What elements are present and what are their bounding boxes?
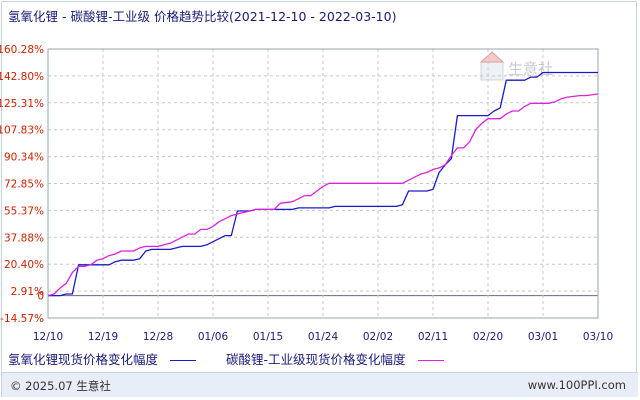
y-tick-label: 0 xyxy=(37,291,44,303)
x-tick-label: 12/10 xyxy=(33,331,63,343)
footer-copyright: © 2025.07 生意社 xyxy=(10,379,111,393)
chart-title: 氢氧化锂 - 碳酸锂-工业级 价格趋势比较(2021-12-10 - 2022-… xyxy=(8,9,397,24)
y-tick-label: 90.34% xyxy=(4,152,44,164)
x-tick-label: 02/02 xyxy=(363,331,393,343)
x-tick-label: 02/20 xyxy=(473,331,503,343)
y-tick-label: 2.91% xyxy=(11,286,44,298)
watermark-text: 生意社 xyxy=(508,60,553,78)
series-line-2 xyxy=(47,93,599,297)
y-tick-label: -14.57% xyxy=(0,313,44,325)
legend-item-1: 氢氧化锂现货价格变化幅度 xyxy=(8,349,196,368)
x-tick-label: 01/06 xyxy=(198,331,229,343)
x-tick-label: 01/15 xyxy=(253,331,283,343)
x-tick-label: 12/19 xyxy=(88,331,118,343)
series-line-1 xyxy=(48,71,598,297)
y-tick-label: 160.28% xyxy=(0,44,44,56)
chart-plot: 生意社 160.28% 142.80% 125.31% 107.83% 90.34% 72… xyxy=(0,44,613,343)
legend-swatch-2 xyxy=(417,360,444,361)
legend-label-2: 碳酸锂-工业级现货价格变化幅度 xyxy=(226,352,406,367)
x-tick-label: 03/01 xyxy=(528,331,558,343)
y-tick-label: 125.31% xyxy=(0,98,44,110)
y-tick-label: 55.37% xyxy=(4,205,44,217)
x-tick-label: 03/10 xyxy=(583,331,613,343)
y-tick-label: 72.85% xyxy=(4,179,44,191)
footer-site-link[interactable]: www.100PPI.com xyxy=(527,378,626,392)
plot-border xyxy=(47,48,599,319)
x-tick-label: 12/28 xyxy=(143,331,173,343)
y-tick-label: 142.80% xyxy=(0,71,44,83)
x-tick-label: 01/24 xyxy=(308,331,339,343)
y-tick-label: 37.88% xyxy=(4,232,44,244)
x-tick-label: 02/11 xyxy=(418,331,448,343)
legend-item-2: 碳酸锂-工业级现货价格变化幅度 xyxy=(226,349,444,368)
legend-label-1: 氢氧化锂现货价格变化幅度 xyxy=(8,352,159,367)
legend-swatch-1 xyxy=(170,360,196,361)
y-tick-label: 20.40% xyxy=(4,259,44,271)
footer-bar: © 2025.07 生意社 www.100PPI.com xyxy=(2,372,638,397)
y-tick-label: 107.83% xyxy=(0,125,44,137)
